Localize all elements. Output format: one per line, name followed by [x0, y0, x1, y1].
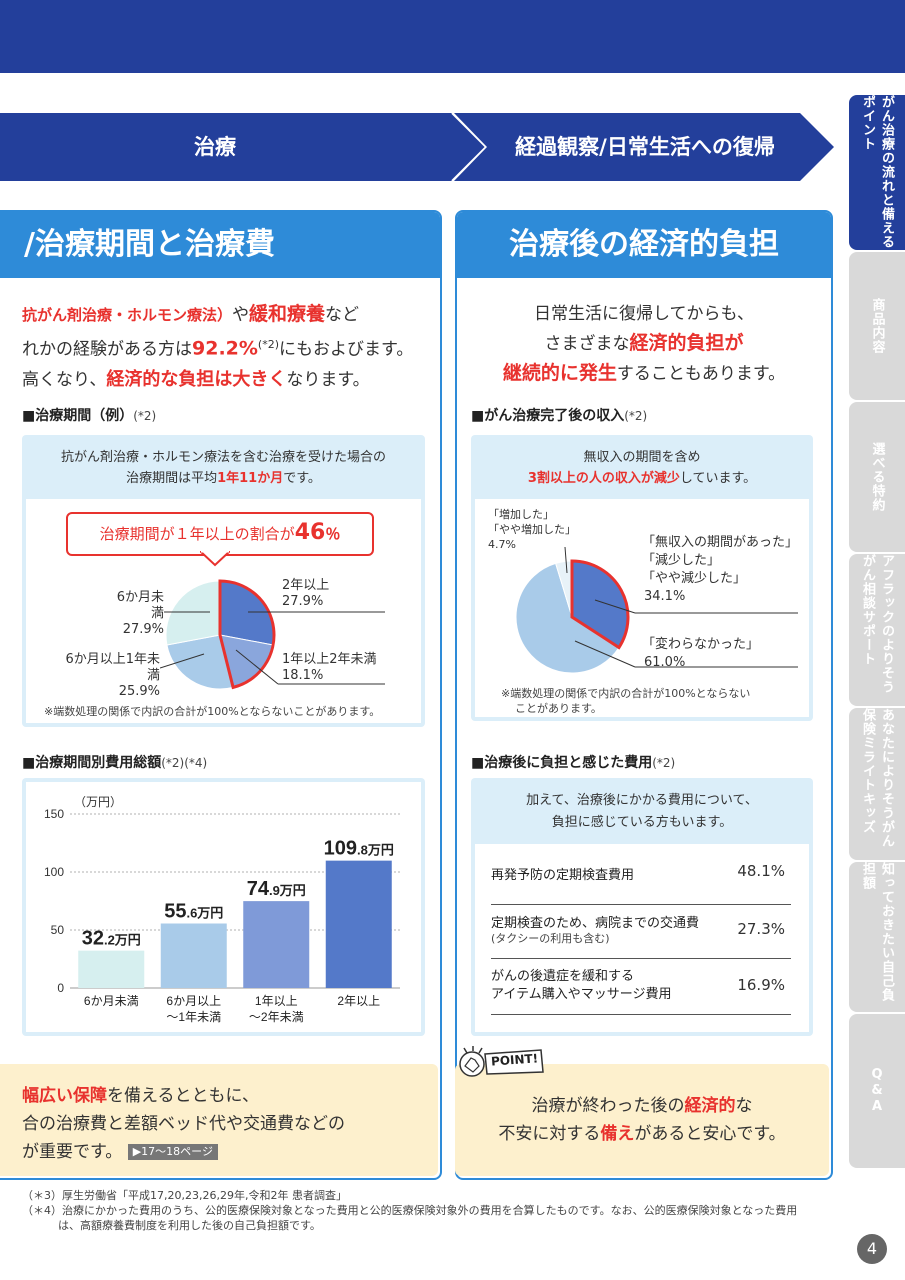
x-tick-label: 2年以上 — [337, 994, 380, 1008]
pie-slice — [515, 562, 620, 674]
stage-recovery: 経過観察/日常生活への復帰 — [515, 135, 775, 159]
cost-heading: ■治療期間別費用総額(*2)(*4) — [22, 755, 208, 771]
pie1-note: ※端数処理の関係で内訳の合計が100%とならないことがあります。 — [44, 705, 381, 718]
pie2-label-increase: 「増加した」 「やや増加した」 4.7% — [488, 508, 576, 551]
burden-row: 再発予防の定期検査費用 48.1% — [491, 844, 791, 905]
y-tick-label: 100 — [44, 865, 64, 879]
right-lead-text: 日常生活に復帰してからも、 さまざまな経済的負担が 継続的に発生することもありま… — [502, 304, 786, 384]
burden-row: 定期検査のため、病院までの交通費 (タクシーの利用も含む) 27.3% — [491, 904, 791, 959]
bar — [160, 923, 227, 988]
pie-slice — [166, 634, 234, 690]
sidebar-tab-kids[interactable]: あなたによりそうがん保険ミライトキッズ — [849, 708, 905, 860]
pie1-leader-lines — [160, 611, 385, 685]
right-summary-box: 治療が終わった後の経済的な 不安に対する備えがあると安心です。 — [455, 1064, 829, 1176]
left-lead-text: 抗がん剤治療・ホルモン療法）や緩和療養など れかの経験がある方は92.2%(*2… — [22, 303, 414, 390]
burden-row: がんの後遺症を緩和する アイテム購入やマッサージ費用 16.9% — [491, 958, 791, 1015]
bar-value-label: 55.6万円 — [164, 901, 223, 923]
sidebar-tab-product[interactable]: 商品内容 — [849, 252, 905, 400]
sidebar-tab-cancer-flow[interactable]: がん治療の流れと備えるポイント — [849, 95, 905, 250]
panel-title-right: 治療後の経済的負担 — [457, 212, 831, 278]
pie2-leader-lines — [564, 546, 798, 668]
bar — [325, 860, 392, 988]
stage-arrows — [0, 113, 834, 181]
sidebar-tab-riders[interactable]: 選べる特約 — [849, 402, 905, 552]
burden-heading: ■治療後に負担と感じた費用(*2) — [471, 755, 676, 771]
x-tick-label: 1年以上 — [255, 994, 298, 1008]
x-tick-label: 6か月以上 — [166, 994, 221, 1008]
y-tick-label: 150 — [44, 807, 64, 821]
y-tick-label: 0 — [57, 981, 64, 995]
cost-bar-chart: （万円） 0 50 100 150 32.2万円 6か月未満 55.6万円 6か月以上 ～1年未満… — [44, 795, 400, 1024]
pie-label-under6: 6か月未満 27.9% — [116, 590, 164, 637]
treatment-period-pie — [165, 579, 276, 690]
stage-arrow-bar: 治療 経過観察/日常生活への復帰 — [0, 113, 835, 181]
income-card: 無収入の期間を含め 3割以上の人の収入が減少しています。 — [471, 435, 813, 721]
callout-pointer — [200, 551, 230, 567]
income-heading: ■がん治療完了後の収入(*2) — [471, 408, 648, 424]
pie2-note: ※端数処理の関係で内訳の合計が100%とならない ことがあります。 — [501, 687, 751, 715]
x-tick-label: ～2年未満 — [249, 1010, 304, 1024]
bar-value-label: 109.8万円 — [324, 838, 394, 860]
top-banner — [0, 0, 905, 73]
footnotes: （＊3）厚生労働省「平成17,20,23,26,29年,令和2年 患者調査」 （… — [22, 1189, 798, 1232]
x-tick-label: 6か月未満 — [84, 994, 139, 1008]
callout-46: 治療期間が１年以上の割合が46％ — [66, 512, 374, 556]
bar — [243, 901, 310, 988]
burden-card: 加えて、治療後にかかる費用について、 負担に感じている方もいます。 再発予防の定… — [471, 778, 813, 1036]
pointing-hand-icon — [459, 1046, 544, 1077]
period-heading: ■治療期間（例）(*2) — [22, 408, 157, 424]
highlight-outline — [218, 579, 276, 690]
point-badge: POINT! — [455, 1044, 545, 1080]
burden-list: 再発予防の定期検査費用 48.1% 定期検査のため、病院までの交通費 (タクシー… — [475, 844, 809, 1032]
sidebar-tab-self-pay[interactable]: 知っておきたい自己負担額 — [849, 862, 905, 1012]
highlight-outline — [570, 559, 630, 650]
income-pie — [515, 559, 630, 674]
pie2-label-decrease: 「無収入の期間があった」 「減少した」 「やや減少した」 34.1% — [642, 535, 799, 604]
pie2-label-same: 「変わらなかった」 61.0% — [642, 637, 760, 670]
pie-slice — [165, 580, 221, 646]
panel-title: /治療期間と治療費 — [0, 212, 440, 278]
page-number: 4 — [857, 1234, 887, 1264]
y-axis-unit: （万円） — [74, 795, 122, 809]
pie-label-1to2: 1年以上2年未満 18.1% — [282, 652, 377, 683]
pie-label-6to12: 6か月以上1年未満 25.9% — [65, 652, 160, 699]
y-tick-label: 50 — [51, 923, 65, 937]
page-link[interactable]: ▶17〜18ページ — [127, 1144, 218, 1160]
stage-treatment: 治療 — [194, 135, 236, 159]
pie-label-over2: 2年以上 27.9% — [282, 578, 330, 609]
bar — [78, 950, 145, 988]
left-summary-box: 幅広い保障を備えるとともに、 合の治療費と差額ベッド代や交通費などの が重要です… — [0, 1064, 438, 1176]
bar-value-label: 32.2万円 — [82, 928, 141, 950]
bar-value-label: 74.9万円 — [247, 878, 306, 900]
sidebar-tab-support[interactable]: アフラックのよりそうがん相談サポート — [849, 554, 905, 706]
x-tick-label: ～1年未満 — [166, 1010, 221, 1024]
sidebar-tab-qa[interactable]: Q&A — [849, 1014, 905, 1168]
